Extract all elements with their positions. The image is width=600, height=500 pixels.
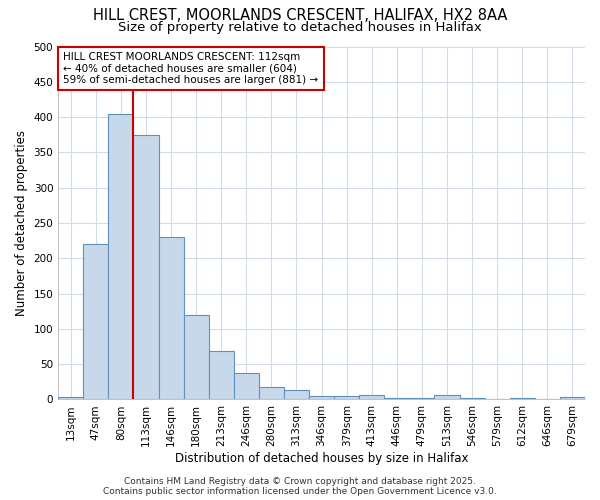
Bar (109, 114, 133, 400)
Bar (560, 398, 585, 400)
Bar (209, 352, 234, 400)
X-axis label: Distribution of detached houses by size in Halifax: Distribution of detached houses by size … (175, 452, 469, 465)
Bar (460, 398, 485, 400)
Bar (510, 398, 535, 400)
Text: HILL CREST, MOORLANDS CRESCENT, HALIFAX, HX2 8AA: HILL CREST, MOORLANDS CRESCENT, HALIFAX,… (93, 8, 507, 22)
Y-axis label: Number of detached properties: Number of detached properties (15, 130, 28, 316)
Text: Contains HM Land Registry data © Crown copyright and database right 2025.
Contai: Contains HM Land Registry data © Crown c… (103, 476, 497, 496)
Bar (334, 396, 359, 400)
Bar (133, 134, 158, 400)
Bar (485, 399, 510, 400)
Bar (83, 244, 109, 400)
Bar (58, 398, 83, 400)
Bar (158, 237, 184, 400)
Bar (284, 390, 309, 400)
Bar (409, 398, 434, 400)
Text: HILL CREST MOORLANDS CRESCENT: 112sqm
← 40% of detached houses are smaller (604): HILL CREST MOORLANDS CRESCENT: 112sqm ← … (64, 52, 319, 85)
Bar (234, 372, 259, 400)
Bar (184, 314, 209, 400)
Bar (434, 394, 460, 400)
Bar (385, 398, 409, 400)
Bar (259, 387, 284, 400)
Bar (309, 396, 334, 400)
Bar (535, 399, 560, 400)
Bar (359, 395, 385, 400)
Text: Size of property relative to detached houses in Halifax: Size of property relative to detached ho… (118, 21, 482, 34)
